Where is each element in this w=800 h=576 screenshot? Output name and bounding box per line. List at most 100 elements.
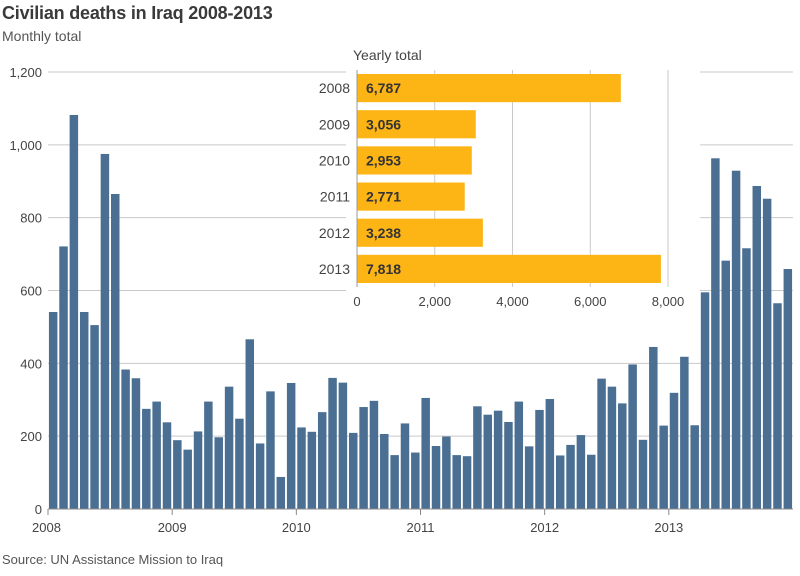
monthly-bar — [628, 364, 636, 509]
monthly-bar — [670, 393, 678, 509]
monthly-bar — [680, 357, 688, 509]
monthly-bar — [690, 425, 698, 509]
chart-subtitle: Monthly total — [2, 28, 81, 44]
monthly-bar — [432, 446, 440, 509]
monthly-bar — [515, 402, 523, 509]
x-tick-label: 2008 — [32, 520, 61, 535]
x-tick-label: 2009 — [158, 520, 187, 535]
monthly-bar — [701, 292, 709, 509]
monthly-bar — [401, 423, 409, 509]
monthly-bar — [297, 427, 305, 509]
monthly-bar — [256, 443, 264, 509]
monthly-bar — [494, 411, 502, 509]
monthly-bar — [121, 370, 129, 509]
monthly-bar — [608, 387, 616, 509]
chart-title: Civilian deaths in Iraq 2008-2013 — [2, 3, 273, 24]
monthly-bar — [773, 303, 781, 509]
monthly-bar — [152, 402, 160, 509]
monthly-bar — [173, 440, 181, 509]
monthly-bar — [649, 347, 657, 509]
monthly-bar — [742, 248, 750, 509]
monthly-bar — [473, 406, 481, 509]
monthly-bar — [577, 435, 585, 509]
monthly-bar — [183, 450, 191, 509]
y-tick-label: 0 — [35, 502, 42, 517]
monthly-bar — [442, 437, 450, 509]
monthly-bar — [235, 419, 243, 509]
monthly-bar — [597, 379, 605, 509]
monthly-bar — [556, 455, 564, 509]
monthly-bar — [763, 199, 771, 509]
monthly-bar — [587, 455, 595, 509]
monthly-bar — [49, 312, 57, 509]
monthly-bar — [111, 194, 119, 509]
x-tick-label: 2010 — [282, 520, 311, 535]
yearly-bar — [357, 255, 661, 283]
inset-x-tick-label: 8,000 — [652, 294, 685, 309]
monthly-bar — [80, 312, 88, 509]
yearly-value-label: 2,953 — [366, 152, 401, 168]
inset-x-tick-label: 2,000 — [418, 294, 451, 309]
monthly-bar — [287, 383, 295, 509]
monthly-bar — [566, 445, 574, 509]
inset-x-tick-label: 4,000 — [496, 294, 529, 309]
monthly-bar — [225, 387, 233, 509]
inset-title: Yearly total — [353, 47, 422, 63]
monthly-bar — [59, 246, 67, 509]
monthly-bar — [194, 431, 202, 509]
yearly-category-label: 2011 — [320, 189, 350, 205]
monthly-bar — [318, 412, 326, 509]
monthly-bar — [452, 455, 460, 509]
monthly-bar — [204, 402, 212, 509]
yearly-value-label: 3,238 — [366, 225, 401, 241]
monthly-bar — [421, 398, 429, 509]
yearly-value-label: 2,771 — [366, 189, 401, 205]
y-tick-label: 1,200 — [9, 65, 42, 80]
monthly-bar — [90, 325, 98, 509]
monthly-bar — [214, 437, 222, 509]
monthly-bar — [659, 426, 667, 509]
monthly-bar — [339, 383, 347, 509]
y-tick-label: 800 — [20, 211, 42, 226]
yearly-value-label: 7,818 — [366, 261, 401, 277]
yearly-category-label: 2013 — [319, 261, 350, 277]
yearly-value-label: 3,056 — [366, 116, 401, 132]
yearly-category-label: 2008 — [319, 80, 350, 96]
monthly-bar — [463, 456, 471, 509]
monthly-bar — [370, 401, 378, 509]
monthly-bar — [142, 409, 150, 509]
y-tick-label: 400 — [20, 356, 42, 371]
y-tick-label: 200 — [20, 429, 42, 444]
yearly-value-label: 6,787 — [366, 80, 401, 96]
y-tick-label: 1,000 — [9, 138, 42, 153]
monthly-bar — [546, 399, 554, 509]
monthly-bar — [535, 410, 543, 509]
x-tick-label: 2012 — [530, 520, 559, 535]
x-tick-label: 2011 — [407, 520, 435, 535]
yearly-category-label: 2009 — [319, 116, 350, 132]
yearly-category-label: 2012 — [319, 225, 350, 241]
monthly-bar — [70, 115, 78, 509]
monthly-bar — [411, 453, 419, 509]
monthly-bar — [328, 378, 336, 509]
monthly-bar — [504, 422, 512, 509]
monthly-bar — [132, 378, 140, 509]
monthly-bar — [359, 407, 367, 509]
x-tick-label: 2013 — [654, 520, 683, 535]
inset-x-tick-label: 0 — [353, 294, 360, 309]
inset-x-tick-label: 6,000 — [574, 294, 607, 309]
monthly-bar — [618, 403, 626, 509]
monthly-bar — [266, 391, 274, 509]
monthly-bar — [722, 261, 730, 509]
monthly-bar — [390, 455, 398, 509]
monthly-bar — [732, 171, 740, 509]
monthly-bar — [784, 269, 792, 509]
monthly-bar — [525, 446, 533, 509]
monthly-bar — [277, 477, 285, 509]
monthly-bar — [484, 415, 492, 509]
y-tick-label: 600 — [20, 284, 42, 299]
monthly-bar — [101, 154, 109, 509]
monthly-bar — [639, 440, 647, 509]
monthly-bar — [380, 434, 388, 509]
